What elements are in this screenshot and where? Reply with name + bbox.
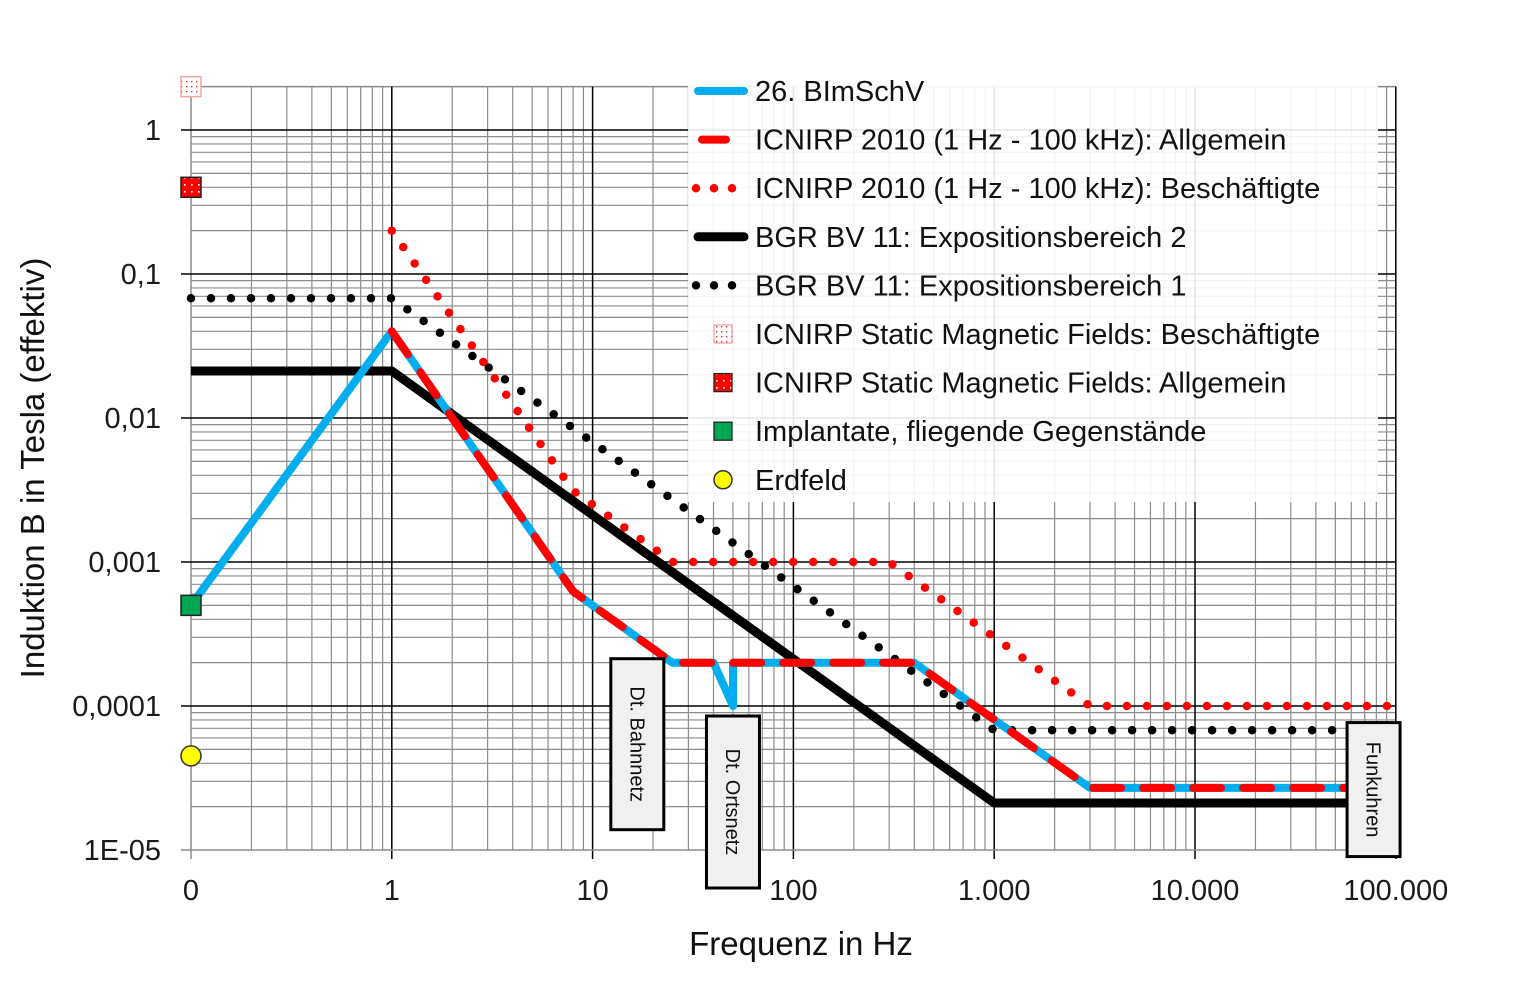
y-tick-label: 1E-05	[84, 835, 161, 867]
legend-label: BGR BV 11: Expositionsbereich 2	[755, 222, 1186, 254]
series-bgr-bv-11-expositionsbereich-2-line	[191, 366, 1396, 808]
series-layer	[186, 226, 1401, 808]
x-tick-label: 0	[183, 875, 199, 907]
legend-swatch-square	[713, 421, 733, 441]
x-tick-label: 10.000	[1151, 875, 1240, 907]
y-tick-label: 1	[145, 115, 161, 147]
x-tick-label: 100.000	[1343, 875, 1448, 907]
annotation-dt-ortsnetz-label: Dt. Ortsnetz	[721, 749, 743, 856]
y-tick-label: 0,001	[88, 547, 161, 579]
marker-icnirp-static-magnetic-fields-besch-ftigte	[180, 75, 202, 98]
annotations: Dt. Bahnnetz Dt. Ortsnetz Funkuhren	[609, 657, 1402, 890]
y-tick-label: 0,0001	[72, 691, 161, 723]
legend-label: ICNIRP 2010 (1 Hz - 100 kHz): Allgemein	[755, 125, 1286, 157]
legend-label: ICNIRP Static Magnetic Fields: Allgemein	[755, 368, 1286, 400]
marker-erdfeld	[180, 745, 202, 767]
legend-swatch-square	[713, 324, 733, 344]
legend-background	[688, 70, 1378, 502]
annotation-dt-ortsnetz: Dt. Ortsnetz	[704, 714, 761, 890]
annotation-dt-ortsnetz-box	[704, 714, 761, 890]
annotation-funkuhren: Funkuhren	[1345, 721, 1402, 859]
series-icnirp-2010-1-hz-100-khz-allgemein-line	[387, 327, 1400, 792]
x-tick-label: 1	[384, 875, 400, 907]
y-tick-label: 0,01	[105, 403, 161, 435]
static-markers	[180, 75, 202, 767]
legend: 26. BImSchV ICNIRP 2010 (1 Hz - 100 kHz):…	[688, 70, 1378, 502]
annotation-dt-bahnnetz: Dt. Bahnnetz	[609, 657, 666, 832]
legend-swatch-circle	[713, 470, 733, 490]
legend-label: ICNIRP 2010 (1 Hz - 100 kHz): Beschäftig…	[755, 173, 1320, 205]
x-tick-label: 100	[769, 875, 817, 907]
legend-label: ICNIRP Static Magnetic Fields: Beschäfti…	[755, 319, 1320, 351]
legend-label: 26. BImSchV	[755, 76, 925, 108]
annotation-funkuhren-box	[1345, 721, 1402, 859]
legend-label: Erdfeld	[755, 465, 847, 497]
marker-icnirp-static-magnetic-fields-allgemein	[180, 176, 202, 199]
annotation-dt-bahnnetz-box	[609, 657, 666, 832]
annotation-funkuhren-label: Funkuhren	[1362, 742, 1384, 838]
x-tick-label: 1.000	[958, 875, 1031, 907]
x-tick-label: 10	[576, 875, 608, 907]
legend-label: BGR BV 11: Expositionsbereich 1	[755, 270, 1186, 302]
y-tick-label: 0,1	[121, 259, 161, 291]
tick-labels: 0 1 10 100 1.000 10.000 100.000 1 0,1 0,01 0,001 0,…	[72, 115, 1448, 907]
y-axis-title: Induktion B in Tesla (effektiv)	[14, 258, 51, 679]
legend-label: Implantate, fliegende Gegenstände	[755, 416, 1206, 448]
x-axis-title: Frequenz in Hz	[689, 925, 913, 962]
marker-implantate-fliegende-gegenst-nde	[180, 594, 202, 617]
legend-swatch-square	[713, 372, 733, 393]
series-icnirp-2010-1-hz-100-khz-besch-ftigte-line	[387, 226, 1401, 711]
annotation-dt-bahnnetz-label: Dt. Bahnnetz	[625, 686, 647, 802]
series-bgr-bv-11-expositionsbereich-1-line	[186, 293, 1401, 735]
